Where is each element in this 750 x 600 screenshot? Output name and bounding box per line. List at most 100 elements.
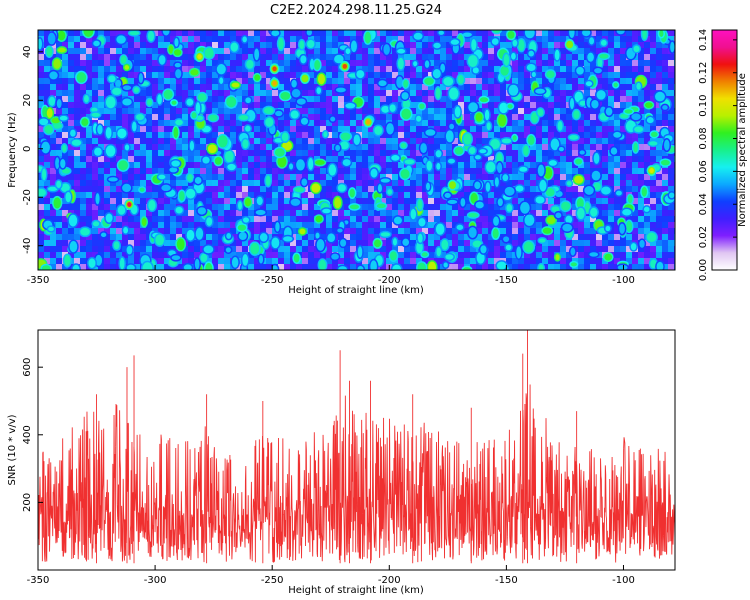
heatmap-cell xyxy=(56,138,62,144)
heatmap-cell xyxy=(92,84,98,90)
heatmap-cell xyxy=(242,108,248,114)
heatmap-cell xyxy=(224,192,230,198)
heatmap-cell xyxy=(602,60,608,66)
heatmap-cell xyxy=(668,216,674,222)
heatmap-cell xyxy=(74,210,80,216)
heatmap-cell xyxy=(128,114,134,120)
heatmap-cell xyxy=(350,246,356,252)
heatmap-cell xyxy=(128,90,134,96)
heatmap-cell xyxy=(242,90,248,96)
heatmap-cell xyxy=(620,120,626,126)
heatmap-cell xyxy=(284,264,290,270)
heatmap-cell xyxy=(524,126,530,132)
heatmap-cell xyxy=(560,42,566,48)
heatmap-cell xyxy=(80,48,86,54)
heatmap-cell xyxy=(218,120,224,126)
heatmap-cell xyxy=(632,258,638,264)
heatmap-cell xyxy=(194,126,200,132)
heatmap-cell xyxy=(98,114,104,120)
heatmap-cell xyxy=(350,30,356,36)
heatmap-cell xyxy=(542,78,548,84)
heatmap-cell xyxy=(464,222,470,228)
heatmap-cell xyxy=(140,150,146,156)
heatmap-cell xyxy=(308,108,314,114)
heatmap-cell xyxy=(164,150,170,156)
heatmap-cell xyxy=(140,30,146,36)
heatmap-cell xyxy=(488,54,494,60)
heatmap-blob xyxy=(474,155,481,160)
heatmap-cell xyxy=(554,180,560,186)
heatmap-cell xyxy=(506,168,512,174)
heatmap-cell xyxy=(122,198,128,204)
heatmap-cell xyxy=(434,198,440,204)
heatmap-cell xyxy=(614,36,620,42)
heatmap-cell xyxy=(44,246,50,252)
heatmap-cell xyxy=(146,84,152,90)
heatmap-cell xyxy=(146,72,152,78)
heatmap-cell xyxy=(158,252,164,258)
heatmap-cell xyxy=(266,210,272,216)
heatmap-blob xyxy=(315,232,320,239)
heatmap-blob xyxy=(475,201,484,209)
heatmap-cell xyxy=(590,126,596,132)
heatmap-cell xyxy=(308,126,314,132)
heatmap-cell xyxy=(134,246,140,252)
heatmap-cell xyxy=(44,192,50,198)
heatmap-cell xyxy=(554,264,560,270)
heatmap-cell xyxy=(116,102,122,108)
heatmap-cell xyxy=(494,102,500,108)
heatmap-cell xyxy=(164,222,170,228)
heatmap-cell xyxy=(386,204,392,210)
heatmap-cell xyxy=(560,180,566,186)
heatmap-cell xyxy=(350,126,356,132)
heatmap-cell xyxy=(320,168,326,174)
heatmap-cell xyxy=(158,72,164,78)
heatmap-cell xyxy=(572,84,578,90)
heatmap-cell xyxy=(398,252,404,258)
heatmap-cell xyxy=(464,78,470,84)
heatmap-cell xyxy=(326,114,332,120)
heatmap-cell xyxy=(632,234,638,240)
heatmap-cell xyxy=(290,30,296,36)
heatmap-cell xyxy=(152,150,158,156)
heatmap-cell xyxy=(392,138,398,144)
heatmap-cell xyxy=(560,66,566,72)
heatmap-cell xyxy=(116,216,122,222)
heatmap-cell xyxy=(290,264,296,270)
heatmap-cell xyxy=(368,180,374,186)
heatmap-cell xyxy=(164,48,170,54)
heatmap-cell xyxy=(428,222,434,228)
heatmap-cell xyxy=(662,120,668,126)
heatmap-cell xyxy=(440,198,446,204)
heatmap-cell xyxy=(524,192,530,198)
heatmap-cell xyxy=(530,204,536,210)
heatmap-cell xyxy=(350,108,356,114)
heatmap-cell xyxy=(602,180,608,186)
heatmap-cell xyxy=(566,96,572,102)
heatmap-cell xyxy=(410,180,416,186)
heatmap-cell xyxy=(650,246,656,252)
heatmap-cell xyxy=(104,108,110,114)
heatmap-cell xyxy=(542,216,548,222)
heatmap-cell xyxy=(620,60,626,66)
heatmap-cell xyxy=(590,162,596,168)
heatmap-cell xyxy=(152,186,158,192)
heatmap-cell xyxy=(290,150,296,156)
heatmap-cell xyxy=(524,90,530,96)
heatmap-cell xyxy=(248,156,254,162)
heatmap-cell xyxy=(566,114,572,120)
heatmap-cell xyxy=(254,174,260,180)
heatmap-cell xyxy=(116,198,122,204)
heatmap-cell xyxy=(494,126,500,132)
heatmap-cell xyxy=(254,150,260,156)
heatmap-cell xyxy=(530,156,536,162)
heatmap-cell xyxy=(632,216,638,222)
heatmap-cell xyxy=(188,210,194,216)
heatmap-cell xyxy=(404,54,410,60)
heatmap-blob xyxy=(80,227,90,236)
heatmap-cell xyxy=(446,246,452,252)
heatmap-cell xyxy=(374,96,380,102)
heatmap-cell xyxy=(608,36,614,42)
heatmap-cell xyxy=(398,30,404,36)
heatmap-cell xyxy=(194,192,200,198)
